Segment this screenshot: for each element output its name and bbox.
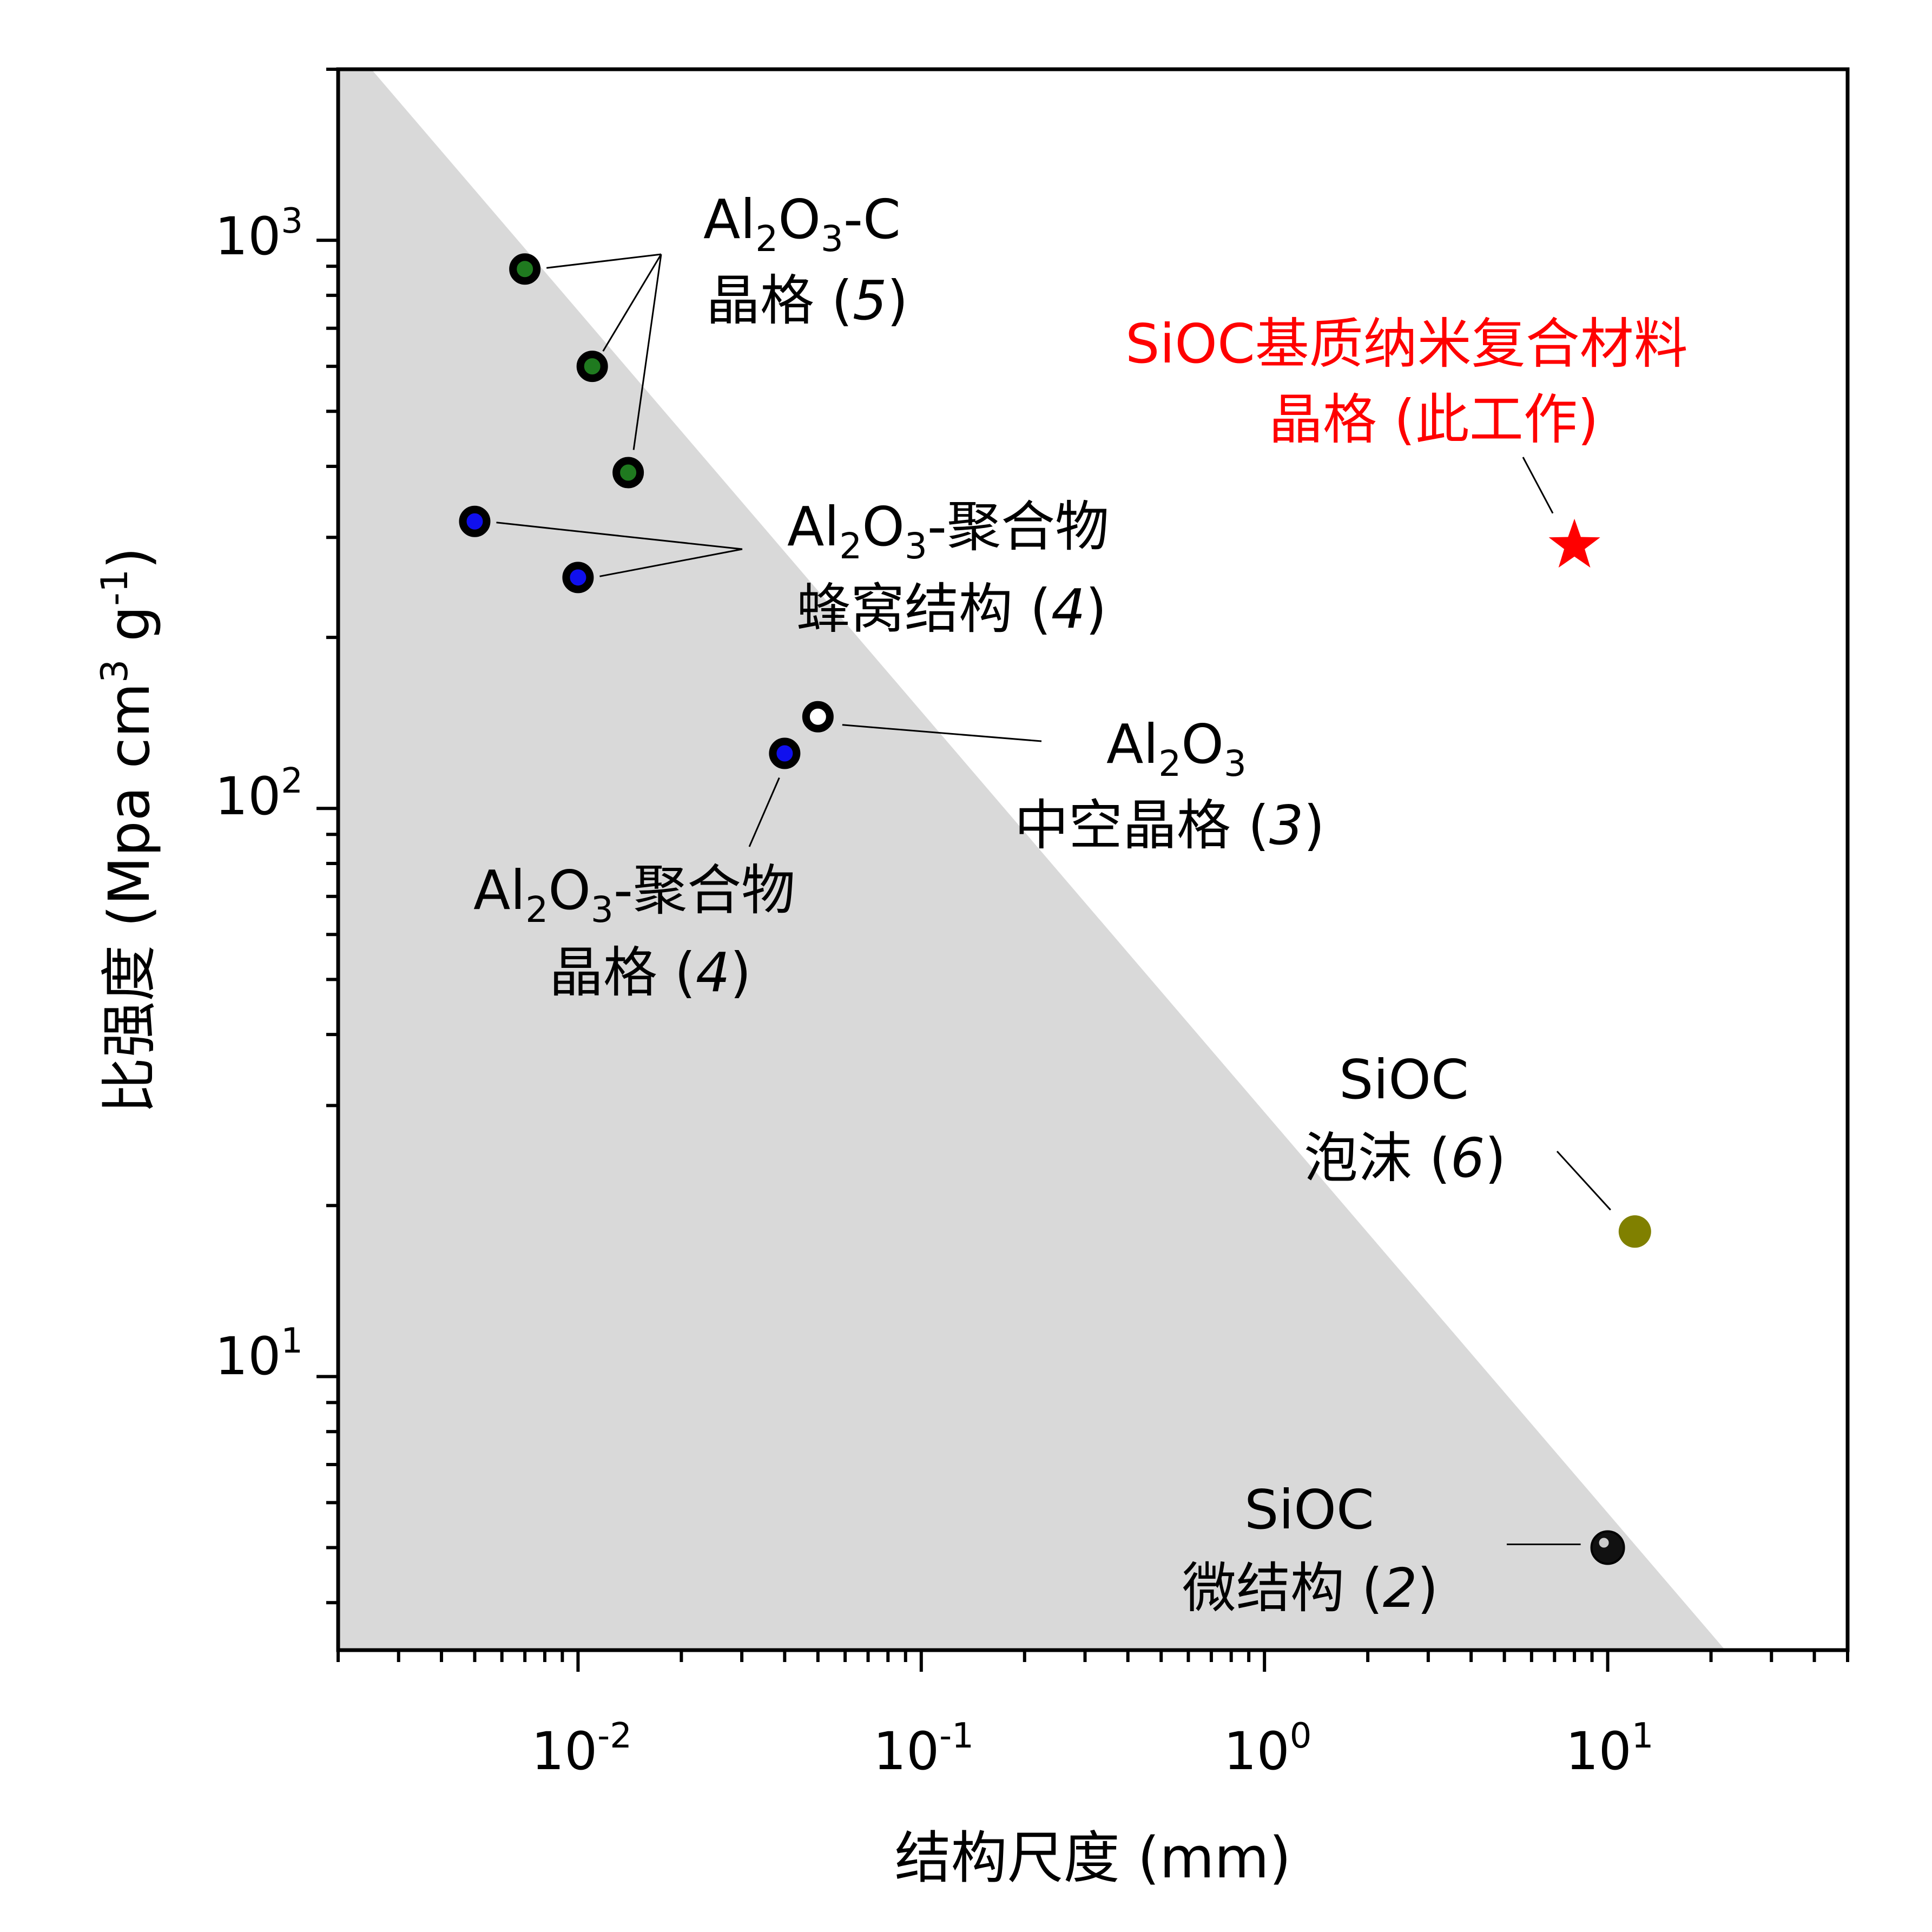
annotation-al2o3-hollow-lattice: Al2O3 中空晶格 (3): [1014, 713, 1324, 857]
leader-al2o3-c-3: [632, 254, 662, 450]
x-tick-label-4: 101: [1566, 1716, 1654, 1782]
annotation-sioc-nanocomposite: SiOC基质纳米复合材料 晶格 (此工作): [1125, 312, 1688, 451]
annotation-title: SiOC: [1339, 1048, 1469, 1111]
leader-honeycomb-2: [599, 548, 743, 577]
point-al2o3-polymer-honeycomb-0: [459, 505, 491, 537]
leader-honeycomb-1: [496, 522, 743, 550]
annotation-sioc-foam: SiOC 泡沫 (6): [1304, 1048, 1506, 1190]
point-highlight-sioc-microstructure-0: [1599, 1538, 1609, 1548]
annotation-title: SiOC基质纳米复合材料: [1125, 312, 1688, 375]
axis-ticks: [316, 68, 1849, 1672]
leader-al2o3-c-2: [602, 254, 662, 352]
point-sioc-microstructure-0: [1590, 1530, 1625, 1565]
y-tick-label-2: 102: [215, 761, 303, 827]
annotation-subtitle: 中空晶格 (3): [1014, 794, 1324, 857]
shaded-region: [338, 69, 1725, 1650]
x-tick-label-1: 10-2: [531, 1716, 632, 1782]
y-tick-label-3: 103: [215, 201, 303, 267]
annotation-title: Al2O3-C: [703, 188, 901, 260]
plot-frame: [336, 67, 1850, 1652]
point-sioc-nanocomposite-lattice-0: [1548, 518, 1600, 568]
annotation-al2o3-polymer-honeycomb: Al2O3-聚合物 蜂窝结构 (4): [787, 495, 1109, 641]
leader-hollow: [842, 724, 1042, 742]
y-axis-title: 比强度 (Mpa cm3 g-1): [94, 547, 162, 1113]
point-al2o3-hollow-lattice-0: [802, 701, 834, 733]
leader-lines: [496, 253, 1611, 1545]
plot-area: [336, 67, 1850, 1652]
annotation-al2o3-c-lattice: Al2O3-C 晶格 (5): [703, 188, 908, 332]
leader-sioc-foam: [1556, 1150, 1611, 1211]
y-tick-label-1: 101: [215, 1321, 303, 1387]
annotation-subtitle: 晶格 (此工作): [1269, 388, 1599, 451]
data-points: [459, 253, 1651, 1565]
point-al2o3-c-lattice-1: [576, 351, 608, 383]
x-tick-label-3: 100: [1224, 1716, 1312, 1782]
annotation-subtitle: 泡沫 (6): [1304, 1126, 1506, 1190]
annotation-subtitle: 晶格 (4): [549, 941, 751, 1004]
x-tick-label-2: 10-1: [873, 1716, 974, 1782]
annotation-title: Al2O3: [1106, 713, 1247, 784]
point-al2o3-c-lattice-2: [612, 457, 644, 489]
annotation-sioc-microstructure: SiOC 微结构 (2): [1182, 1478, 1438, 1620]
point-al2o3-polymer-honeycomb-1: [562, 562, 594, 594]
annotation-subtitle: 蜂窝结构 (4): [796, 577, 1106, 641]
annotation-subtitle: 微结构 (2): [1182, 1557, 1438, 1620]
annotation-title: Al2O3-聚合物: [473, 859, 795, 931]
annotation-title: SiOC: [1244, 1478, 1374, 1541]
annotation-subtitle: 晶格 (5): [706, 269, 908, 332]
annotation-al2o3-polymer-lattice: Al2O3-聚合物 晶格 (4): [473, 859, 795, 1004]
point-al2o3-c-lattice-0: [509, 253, 541, 285]
x-axis-title: 结构尺度 (mm): [895, 1825, 1291, 1891]
annotation-title: Al2O3-聚合物: [787, 495, 1109, 567]
leader-al2o3-c-1: [546, 253, 662, 269]
leader-polymer-lattice: [748, 777, 780, 847]
point-sioc-foam-0: [1618, 1215, 1651, 1248]
point-al2o3-polymer-lattice-0: [769, 737, 801, 769]
leader-sioc-nano: [1522, 457, 1554, 514]
